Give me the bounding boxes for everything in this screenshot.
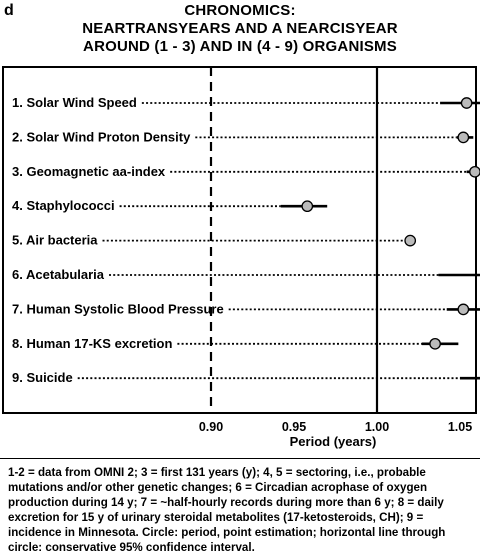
- point-estimate-marker: [460, 97, 473, 109]
- data-row: 3. Geomagnetic aa-index: [12, 164, 480, 179]
- data-row: 7. Human Systolic Blood Pressure: [12, 301, 480, 316]
- data-row: 4. Staphylococci: [12, 198, 328, 213]
- data-row: 9. Suicide: [12, 370, 480, 385]
- row-label: 3. Geomagnetic aa-index: [12, 164, 166, 179]
- x-axis-label: Period (years): [290, 434, 377, 449]
- row-label: 9. Suicide: [12, 370, 73, 385]
- data-row: 8. Human 17-KS excretion: [12, 336, 459, 351]
- data-row: 1. Solar Wind Speed: [12, 95, 480, 110]
- chart-title-line-3: AROUND (1 - 3) AND IN (4 - 9) ORGANISMS: [83, 38, 397, 55]
- row-label: 5. Air bacteria: [12, 233, 98, 248]
- point-estimate-marker: [457, 131, 470, 144]
- point-estimate-marker: [404, 234, 417, 247]
- footnote: 1-2 = data from OMNI 2; 3 = first 131 ye…: [0, 458, 480, 555]
- x-tick-label: 1.05: [448, 420, 472, 434]
- panel-letter: d: [4, 2, 14, 19]
- chart-title-line-2: NEARTRANSYEARS AND A NEARCISYEAR: [82, 20, 398, 37]
- data-row: 6. Acetabularia: [12, 267, 480, 282]
- point-estimate-marker: [457, 303, 470, 316]
- chart-title-line-1: CHRONOMICS:: [184, 2, 296, 19]
- row-label: 1. Solar Wind Speed: [12, 95, 137, 110]
- x-tick-label: 0.90: [199, 420, 223, 434]
- row-label: 7. Human Systolic Blood Pressure: [12, 301, 224, 316]
- x-tick-label: 0.95: [282, 420, 306, 434]
- data-rows: 1. Solar Wind Speed 2. Solar Wind Proton …: [12, 95, 480, 385]
- x-axis-ticks: 0.900.951.001.051.101.151.20: [199, 420, 472, 434]
- footnote-text: 1-2 = data from OMNI 2; 3 = first 131 ye…: [8, 466, 446, 554]
- row-label: 8. Human 17-KS excretion: [12, 336, 172, 351]
- row-label: 6. Acetabularia: [12, 267, 105, 282]
- data-row: 2. Solar Wind Proton Density: [12, 129, 474, 144]
- plot-frame: [2, 66, 477, 414]
- forest-plot: 1. Solar Wind Speed 2. Solar Wind Proton …: [2, 66, 480, 449]
- row-label: 2. Solar Wind Proton Density: [12, 129, 191, 144]
- point-estimate-marker: [469, 165, 480, 178]
- row-label: 4. Staphylococci: [12, 198, 115, 213]
- x-tick-label: 1.00: [365, 420, 389, 434]
- data-row: 5. Air bacteria: [12, 233, 417, 248]
- point-estimate-marker: [429, 337, 441, 350]
- point-estimate-marker: [301, 200, 314, 213]
